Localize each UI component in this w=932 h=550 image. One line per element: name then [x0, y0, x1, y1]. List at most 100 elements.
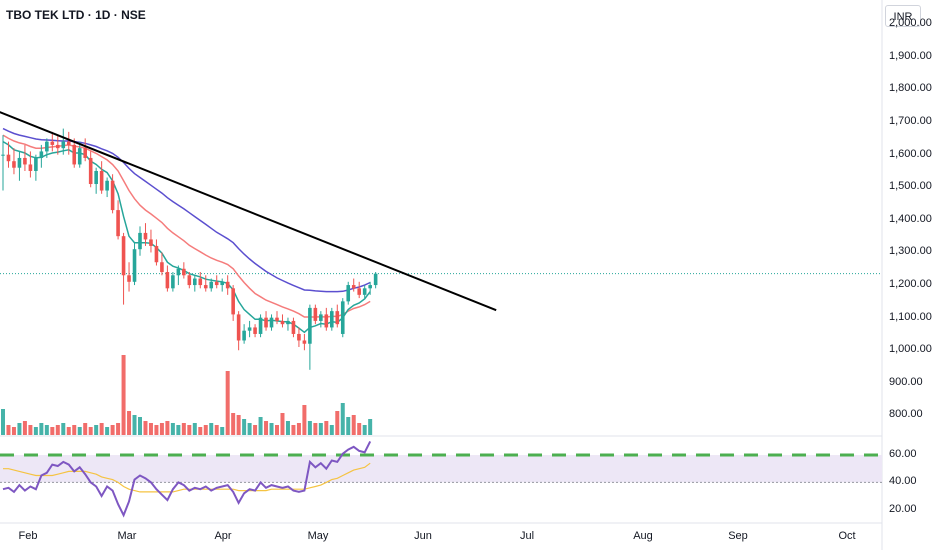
candle-body: [373, 273, 378, 286]
volume-bar: [231, 413, 236, 435]
volume-bar: [198, 427, 203, 435]
candle-body: [340, 301, 345, 334]
candle-body: [253, 327, 257, 334]
volume-bar: [33, 427, 38, 435]
volume-bar: [313, 423, 318, 435]
candle-body: [313, 307, 318, 321]
price-tick-label: 800.00: [889, 408, 923, 421]
volume-bar: [346, 417, 351, 435]
candle-body: [286, 320, 290, 325]
volume-bar: [285, 421, 290, 435]
volume-bar: [340, 403, 345, 435]
volume-bar: [203, 425, 208, 435]
volume-bar: [329, 425, 334, 435]
candle-body: [83, 148, 87, 158]
volume-bar: [39, 423, 44, 435]
currency-selector[interactable]: INR: [885, 5, 921, 27]
volume-bar: [275, 425, 279, 435]
candle-body: [132, 249, 137, 282]
volume-bar: [296, 423, 301, 435]
candle-body: [61, 141, 66, 149]
candle-body: [231, 288, 235, 315]
candle-body: [330, 311, 334, 328]
volume-bar: [253, 425, 258, 435]
volume-bar: [236, 415, 241, 435]
volume-bar: [55, 425, 60, 435]
trendline: [0, 111, 497, 312]
time-tick-label: Apr: [214, 530, 232, 542]
volume-bar: [214, 425, 219, 435]
price-tick-label: 1,700.00: [889, 115, 932, 128]
volume-bar: [61, 423, 66, 435]
candle-body: [242, 330, 246, 341]
rsi-tick-label: 40.00: [889, 475, 917, 488]
candle-body: [17, 157, 22, 168]
time-tick-label: Feb: [18, 530, 38, 542]
volume-bar: [11, 427, 16, 435]
price-tick-label: 1,500.00: [889, 180, 932, 193]
volume-bar: [280, 413, 285, 435]
candle-body: [203, 285, 208, 289]
ema-slow-line: [2, 127, 371, 293]
candle-body: [39, 151, 44, 158]
volume-bar: [44, 425, 49, 435]
candle-body: [121, 236, 126, 276]
volume-bar: [99, 423, 104, 435]
rsi-tick-label: 20.00: [889, 502, 917, 515]
rsi-band: [0, 455, 882, 483]
candle-body: [280, 320, 285, 325]
volume-bar: [209, 423, 214, 435]
candle-body: [50, 141, 55, 145]
candle-body: [88, 157, 93, 185]
volume-bar: [242, 419, 247, 435]
candle-body: [171, 275, 175, 289]
candle-body: [160, 262, 164, 273]
candle-body: [209, 281, 214, 289]
candle-body: [45, 141, 49, 152]
volume-bar: [148, 423, 153, 435]
price-tick-label: 1,800.00: [889, 82, 932, 95]
volume-bar: [88, 427, 93, 435]
candle-body: [351, 285, 356, 289]
volume-bar: [127, 411, 132, 435]
candle-body: [99, 170, 104, 191]
candle-body: [116, 210, 120, 237]
candle-body: [324, 314, 329, 328]
candle-body: [193, 278, 197, 286]
candle-body: [319, 314, 323, 321]
volume-bar: [138, 417, 142, 435]
price-tick-label: 1,900.00: [889, 49, 932, 62]
volume-bar: [72, 425, 77, 435]
candle-body: [362, 288, 367, 295]
volume-bar: [6, 425, 11, 435]
volume-bar: [258, 417, 263, 435]
candle-body: [6, 154, 11, 162]
volume-bar: [154, 425, 159, 435]
candle-body: [236, 314, 241, 341]
candle-body: [368, 285, 372, 289]
candle-body: [291, 320, 296, 334]
volume-bar: [176, 425, 181, 435]
candle-body: [264, 317, 268, 328]
candle-body: [308, 307, 312, 344]
price-tick-label: 1,300.00: [889, 245, 932, 258]
price-tick-label: 900.00: [889, 375, 923, 388]
volume-bar: [192, 423, 197, 435]
price-tick-label: 1,200.00: [889, 278, 932, 291]
time-tick-label: Jun: [414, 530, 432, 542]
candle-body: [149, 239, 153, 246]
volume-bar: [335, 411, 340, 435]
volume-bar: [165, 421, 170, 435]
time-tick-label: May: [307, 530, 329, 542]
candle-body: [28, 164, 33, 171]
volume-bar: [368, 419, 373, 435]
candle-body: [138, 232, 142, 250]
candle-body: [214, 281, 219, 286]
volume-bar: [170, 423, 175, 435]
candle-body: [143, 232, 148, 240]
candle-body: [165, 272, 170, 289]
candle-body: [105, 180, 109, 191]
volume-bar: [22, 421, 27, 435]
candle-body: [127, 275, 131, 282]
